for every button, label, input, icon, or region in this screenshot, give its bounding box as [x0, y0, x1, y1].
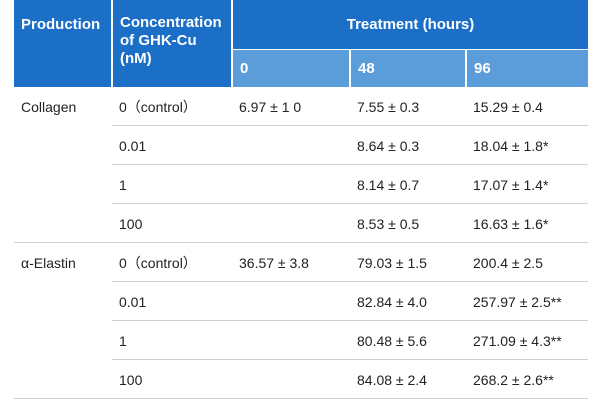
concentration-cell: 0.01 [119, 293, 147, 310]
row-divider [112, 320, 588, 321]
value-cell: 80.48 ± 5.6 [357, 332, 427, 349]
header-cell: Treatment (hours) [233, 0, 588, 49]
value-cell: 84.08 ± 2.4 [357, 371, 427, 388]
value-cell: 200.4 ± 2.5 [473, 254, 543, 271]
header-cell: Concentration of GHK-Cu (nM) [113, 0, 231, 87]
row-divider [14, 242, 588, 243]
subheader-cell: 96 [467, 50, 588, 87]
row-divider [112, 281, 588, 282]
subheader-cell: 48 [351, 50, 465, 87]
header-cell: Production [14, 0, 111, 87]
value-cell: 268.2 ± 2.6** [473, 371, 554, 388]
value-cell: 7.55 ± 0.3 [357, 98, 420, 115]
row-divider [112, 203, 588, 204]
value-cell: 257.97 ± 2.5** [473, 293, 562, 310]
concentration-cell: 100 [119, 371, 143, 388]
value-cell: 271.09 ± 4.3** [473, 332, 562, 349]
row-divider [14, 398, 588, 399]
subheader-cell: 0 [233, 50, 349, 87]
row-divider [112, 125, 588, 126]
value-cell: 8.53 ± 0.5 [357, 215, 420, 232]
value-cell: 15.29 ± 0.4 [473, 98, 543, 115]
value-cell: 16.63 ± 1.6* [473, 215, 549, 232]
value-cell: 79.03 ± 1.5 [357, 254, 427, 271]
value-cell: 17.07 ± 1.4* [473, 176, 549, 193]
value-cell: 6.97 ± 1 0 [239, 98, 302, 115]
production-cell: Collagen [21, 98, 77, 115]
concentration-cell: 0.01 [119, 137, 147, 154]
concentration-cell: 0（control） [119, 254, 197, 271]
value-cell: 36.57 ± 3.8 [239, 254, 309, 271]
value-cell: 8.14 ± 0.7 [357, 176, 420, 193]
concentration-cell: 0（control） [119, 98, 197, 115]
value-cell: 18.04 ± 1.8* [473, 137, 549, 154]
production-cell: α-Elastin [21, 254, 76, 271]
value-cell: 82.84 ± 4.0 [357, 293, 427, 310]
concentration-cell: 1 [119, 176, 127, 193]
concentration-cell: 100 [119, 215, 143, 232]
concentration-cell: 1 [119, 332, 127, 349]
row-divider [112, 359, 588, 360]
value-cell: 8.64 ± 0.3 [357, 137, 420, 154]
row-divider [112, 164, 588, 165]
